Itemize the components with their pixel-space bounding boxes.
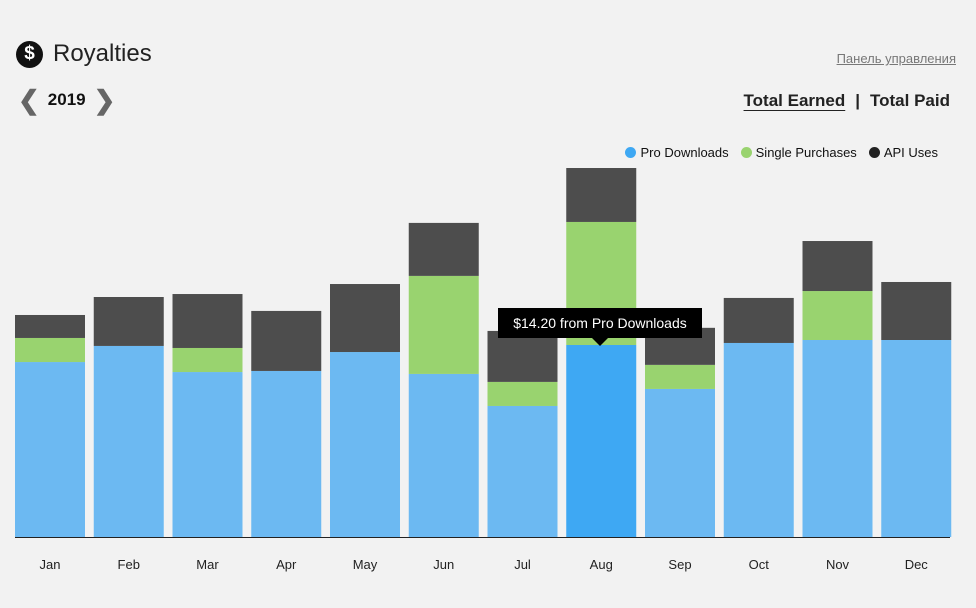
bar-jan-single-purchases[interactable] — [15, 337, 85, 363]
bar-mar-single-purchases[interactable] — [172, 347, 243, 373]
bar-aug-pro-downloads[interactable] — [566, 345, 637, 537]
legend-item[interactable]: API Uses — [868, 145, 938, 160]
x-tick-label: May — [353, 557, 378, 572]
earned-paid-toggle: Total Earned | Total Paid — [744, 91, 950, 111]
bar-jun-api-uses[interactable] — [408, 222, 479, 276]
x-tick-label: Apr — [276, 557, 297, 572]
legend-label: Single Purchases — [755, 145, 857, 160]
chevron-right-icon[interactable]: ❯ — [93, 85, 116, 115]
bar-mar-pro-downloads[interactable] — [172, 372, 243, 537]
x-tick-label: Jan — [40, 557, 61, 572]
chevron-left-icon[interactable]: ❮ — [18, 85, 40, 115]
bar-nov-pro-downloads[interactable] — [802, 339, 873, 537]
legend-dot — [868, 147, 880, 158]
bar-jan-api-uses[interactable] — [15, 314, 85, 338]
legend-item[interactable]: Single Purchases — [740, 145, 857, 160]
dashboard-link[interactable]: Панель управления — [836, 51, 956, 66]
bar-nov-single-purchases[interactable] — [802, 291, 873, 340]
legend-dot — [625, 147, 637, 158]
tab-total-paid[interactable]: Total Paid — [870, 91, 950, 110]
x-tick-label: Nov — [826, 557, 850, 572]
x-tick-label: Sep — [668, 557, 691, 572]
bar-dec-pro-downloads[interactable] — [881, 339, 952, 537]
bar-may-api-uses[interactable] — [330, 284, 400, 353]
bar-apr-api-uses[interactable] — [251, 310, 322, 371]
year-nav: ❮ 2019 ❯ — [18, 85, 116, 115]
bar-sep-pro-downloads[interactable] — [645, 388, 715, 537]
bar-oct-api-uses[interactable] — [723, 297, 794, 343]
x-tick-label: Feb — [118, 557, 140, 572]
bar-mar-api-uses[interactable] — [172, 294, 243, 348]
chart-legend: Pro Downloads Single Purchases API Uses — [625, 145, 938, 160]
bar-jan-pro-downloads[interactable] — [15, 362, 85, 537]
bar-aug-api-uses[interactable] — [566, 168, 637, 222]
bar-feb-pro-downloads[interactable] — [93, 345, 164, 537]
title-text: Royalties — [53, 40, 152, 67]
bar-apr-pro-downloads[interactable] — [251, 370, 322, 537]
x-tick-label: Aug — [590, 557, 613, 572]
bar-jun-pro-downloads[interactable] — [408, 373, 479, 537]
tab-total-earned[interactable]: Total Earned — [743, 91, 846, 110]
bar-may-pro-downloads[interactable] — [330, 352, 400, 537]
legend-label: Pro Downloads — [640, 145, 729, 160]
x-tick-label: Dec — [905, 557, 929, 572]
legend-dot — [740, 147, 752, 158]
page-title: $ Royalties — [16, 40, 152, 68]
bar-nov-api-uses[interactable] — [802, 241, 873, 292]
x-tick-label: Mar — [196, 557, 219, 572]
bar-jul-api-uses[interactable] — [487, 330, 558, 382]
bar-jul-pro-downloads[interactable] — [487, 405, 558, 537]
dollar-icon: $ — [16, 40, 43, 68]
bar-oct-pro-downloads[interactable] — [723, 342, 794, 537]
tab-separator: | — [855, 91, 861, 110]
year-label: 2019 — [47, 90, 86, 109]
bar-sep-single-purchases[interactable] — [645, 364, 715, 389]
chart-tooltip: $14.20 from Pro Downloads — [498, 308, 702, 346]
legend-label: API Uses — [883, 145, 938, 160]
x-tick-label: Jul — [514, 557, 531, 572]
bar-jun-single-purchases[interactable] — [408, 275, 479, 374]
bar-dec-api-uses[interactable] — [881, 281, 952, 340]
x-tick-label: Jun — [433, 557, 454, 572]
bar-feb-api-uses[interactable] — [93, 297, 164, 346]
legend-item[interactable]: Pro Downloads — [625, 145, 729, 160]
bar-jul-single-purchases[interactable] — [487, 381, 558, 406]
x-tick-label: Oct — [749, 557, 770, 572]
